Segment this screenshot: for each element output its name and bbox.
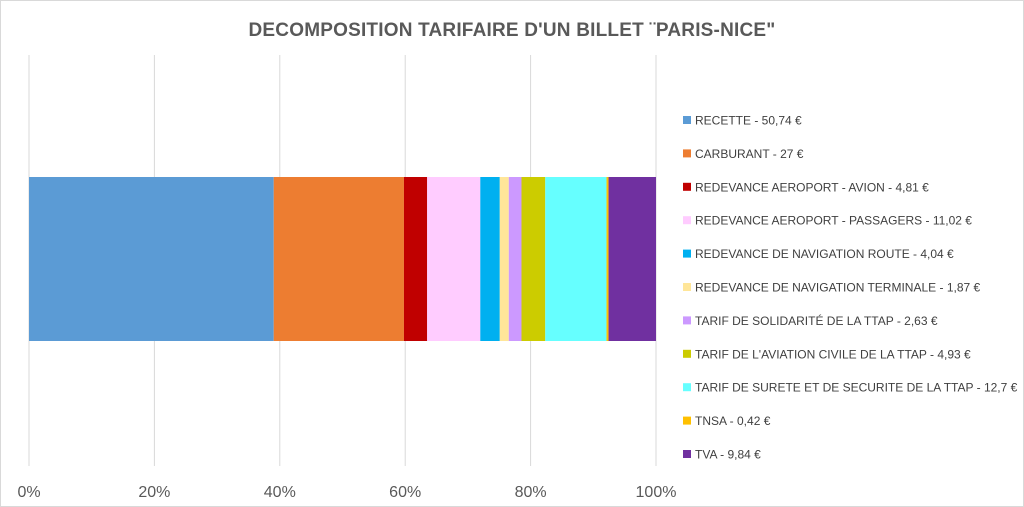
legend-label: TVA - 9,84 €	[695, 448, 761, 462]
legend: RECETTE - 50,74 € CARBURANT - 27 € REDEVAN…	[683, 114, 1018, 462]
x-tick-label: 0%	[17, 484, 40, 501]
legend-swatch	[683, 182, 691, 191]
bar-segment	[273, 177, 404, 341]
chart-title: DECOMPOSITION TARIFAIRE D'UN BILLET ¨PAR…	[248, 20, 776, 41]
bar-segment	[608, 177, 656, 341]
x-tick-label: 40%	[264, 484, 296, 501]
x-tick-label: 100%	[636, 484, 677, 501]
bar-segments	[29, 177, 656, 341]
legend-swatch	[683, 349, 691, 358]
bar-segment	[545, 177, 607, 341]
legend-swatch	[683, 116, 691, 124]
legend-label: REDEVANCE AEROPORT - AVION - 4,81 €	[695, 180, 929, 194]
legend-label: REDEVANCE DE NAVIGATION TERMINALE - 1,87…	[695, 281, 981, 295]
legend-swatch	[683, 316, 691, 325]
legend-swatch	[683, 283, 691, 291]
bar-segment	[29, 177, 274, 341]
legend-label: TARIF DE L'AVIATION CIVILE DE LA TTAP - …	[695, 347, 971, 361]
x-tick-label: 80%	[515, 484, 547, 501]
bar-segment	[403, 177, 428, 341]
bar-segment	[427, 177, 481, 341]
x-tick-label: 20%	[138, 484, 170, 501]
legend-label: CARBURANT - 27 €	[695, 147, 804, 161]
bar-segment	[606, 177, 609, 341]
legend-swatch	[683, 416, 691, 425]
legend-label: TARIF DE SOLIDARITÉ DE LA TTAP - 2,63 €	[695, 313, 938, 328]
legend-swatch	[683, 216, 691, 225]
legend-swatch	[683, 149, 691, 158]
legend-swatch	[683, 383, 691, 392]
x-axis-ticks: 0% 20% 40% 60% 80% 100%	[17, 484, 676, 501]
legend-label: REDEVANCE DE NAVIGATION ROUTE - 4,04 €	[695, 247, 954, 261]
legend-swatch	[683, 450, 691, 458]
bar-segment	[521, 177, 546, 341]
bar-segment	[508, 177, 522, 341]
bar-segment	[499, 177, 509, 341]
legend-label: TNSA - 0,42 €	[695, 414, 771, 428]
legend-swatch	[683, 249, 691, 258]
x-tick-label: 60%	[389, 484, 421, 501]
legend-label: RECETTE - 50,74 €	[695, 114, 802, 128]
legend-label: TARIF DE SURETE ET DE SECURITE DE LA TTA…	[695, 381, 1018, 395]
bar-segment	[480, 177, 500, 341]
legend-label: REDEVANCE AEROPORT - PASSAGERS - 11,02 €	[695, 214, 972, 228]
